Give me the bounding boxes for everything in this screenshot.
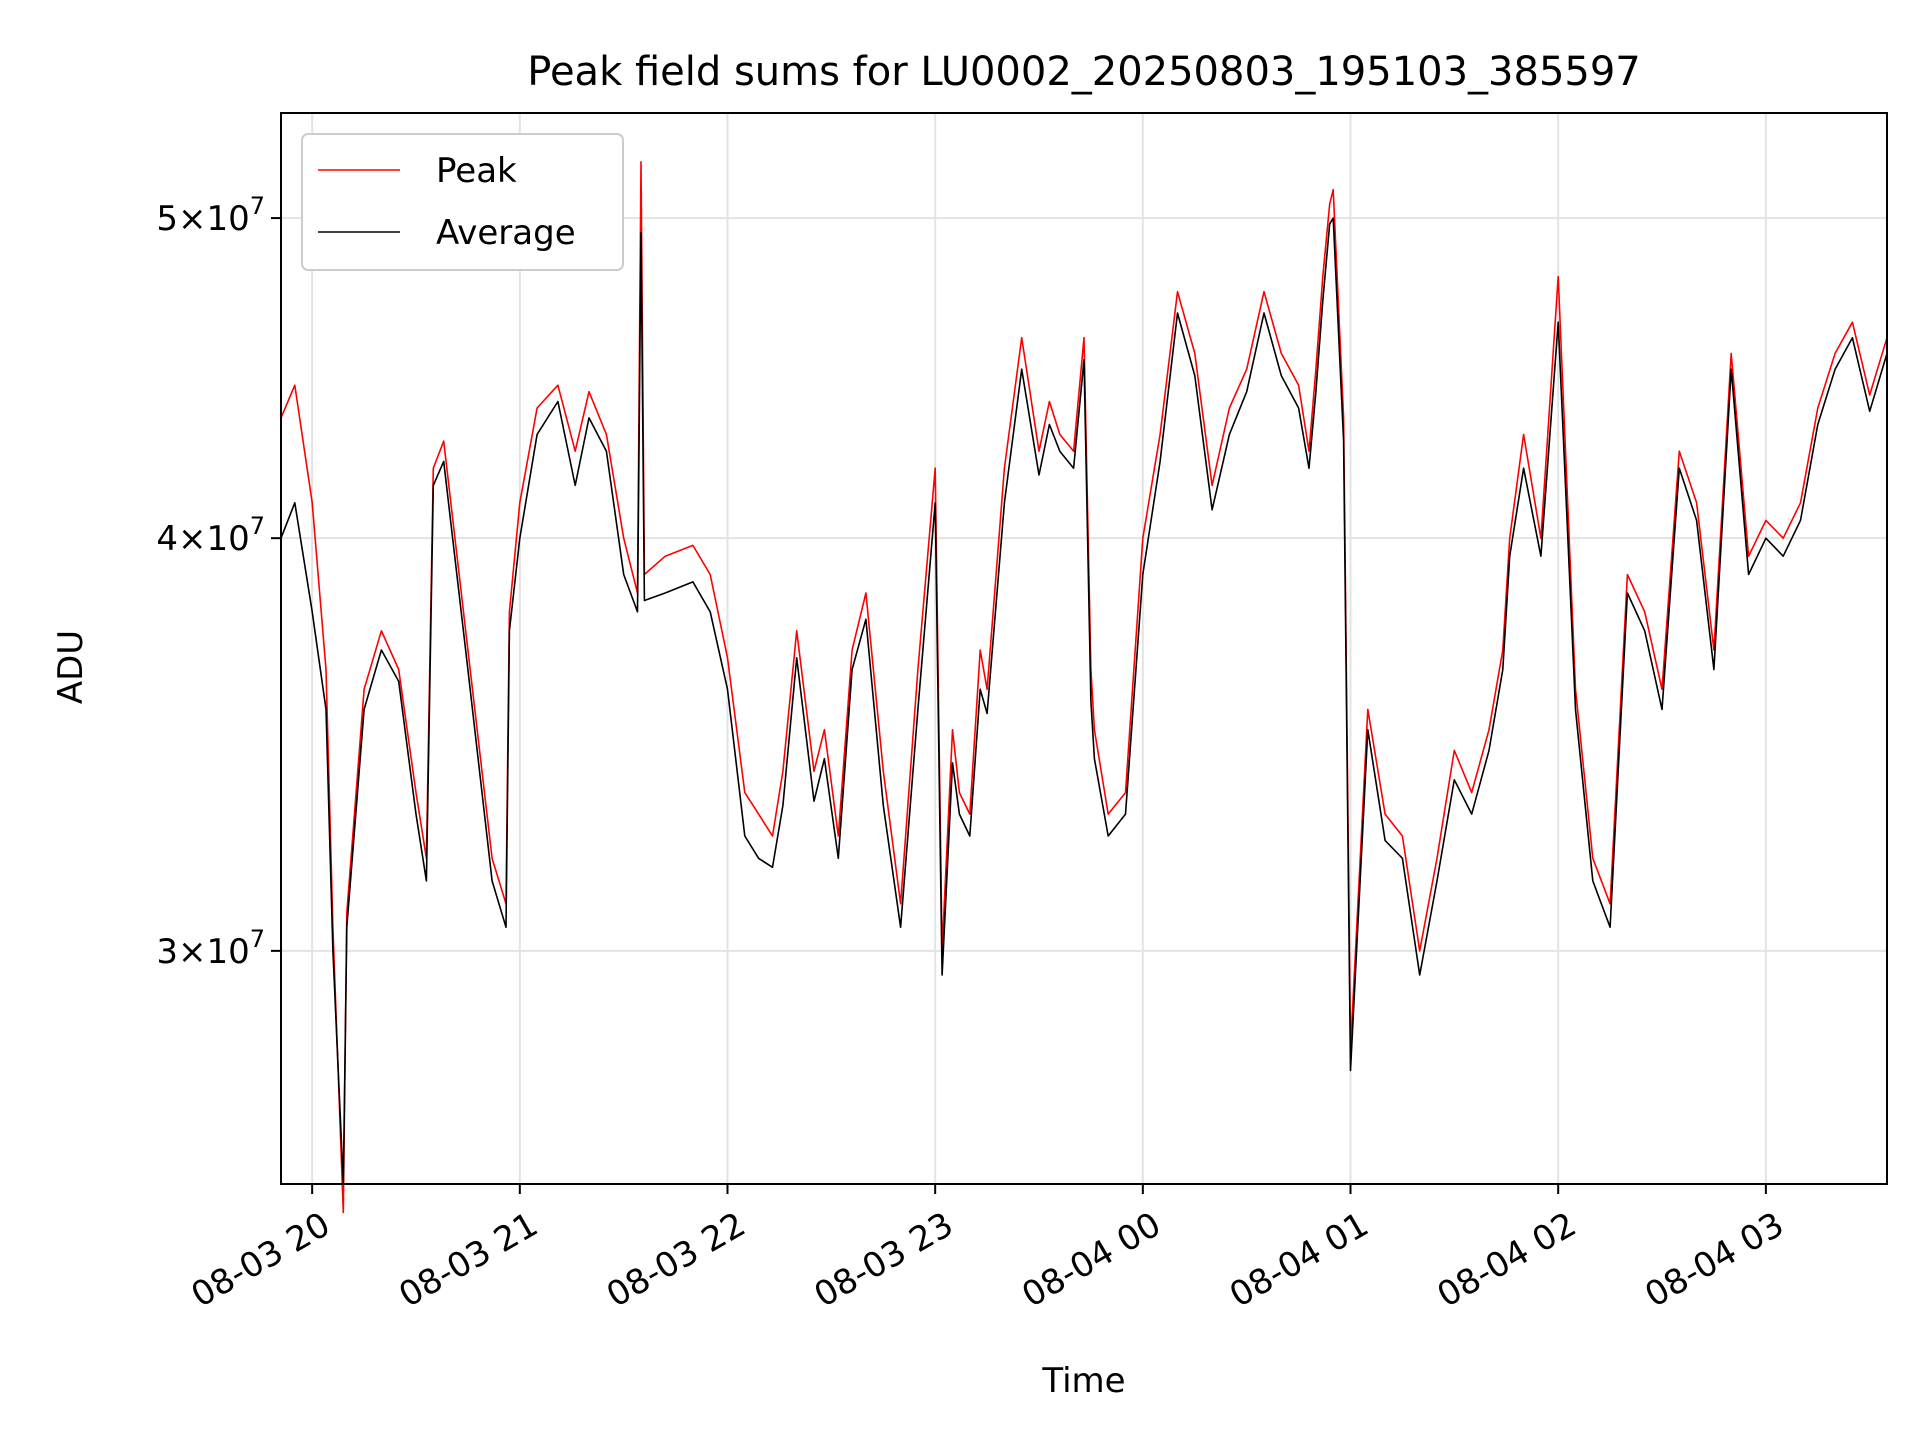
y-tick-label: 4×107 xyxy=(156,512,265,559)
y-tick-label: 3×107 xyxy=(156,925,265,972)
y-axis-label: ADU xyxy=(51,630,91,704)
series-line-average xyxy=(280,217,1888,1185)
x-axis-label: Time xyxy=(1041,1361,1125,1401)
y-tick-label: 5×107 xyxy=(156,192,265,239)
series-line-peak xyxy=(280,161,1888,1214)
grid xyxy=(281,113,1887,1184)
chart-title: Peak field sums for LU0002_20250803_1951… xyxy=(527,49,1641,95)
axes-frame xyxy=(280,112,1888,1185)
legend: Peak Average xyxy=(301,133,624,271)
plot-area xyxy=(280,161,1888,1214)
legend-average-label: Average xyxy=(436,213,576,253)
legend-peak-label: Peak xyxy=(436,151,517,191)
y-axis: 3×107 4×107 5×107 xyxy=(156,192,281,972)
legend-box xyxy=(301,133,624,271)
